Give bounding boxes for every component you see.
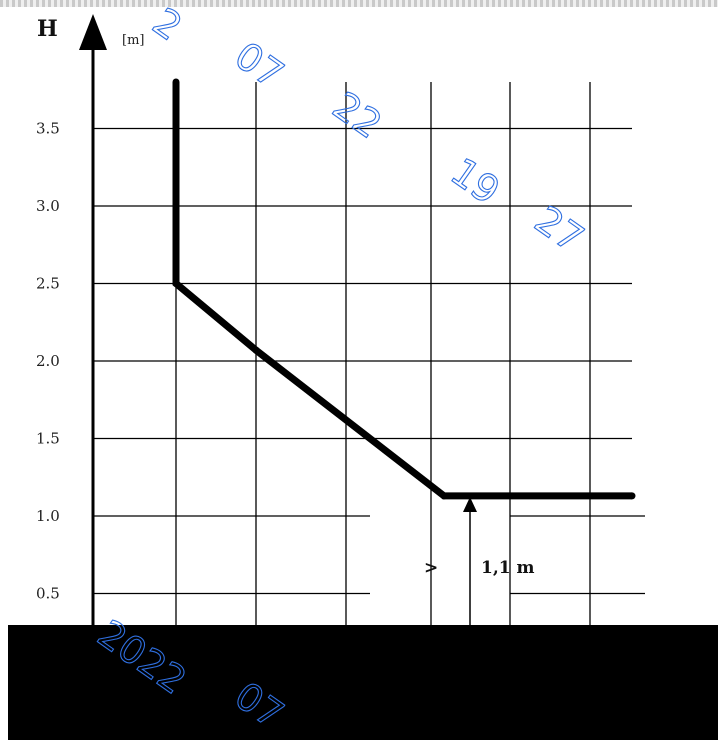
series-vertex — [252, 346, 260, 354]
scan-edge-band — [0, 0, 718, 7]
series-vertex — [172, 280, 180, 287]
redaction-block — [8, 625, 718, 740]
y-tick-label: 0.5 — [36, 585, 60, 603]
watermark-text: 07 — [227, 33, 292, 97]
watermark: 2 07 22 19 27 — [144, 0, 592, 262]
y-axis-unit: [m] — [122, 33, 144, 48]
y-tick-labels: 0.5 1.0 1.5 2.0 2.5 3.0 3.5 — [36, 120, 60, 603]
y-axis-arrow-icon — [79, 14, 107, 50]
watermark-text: 2 — [145, 0, 190, 49]
annotation-label: 1,1 m — [481, 558, 534, 578]
watermark-text: 22 — [325, 83, 390, 147]
series-line — [172, 82, 632, 500]
series-vertex — [172, 78, 180, 86]
grid — [93, 82, 645, 625]
y-tick-label: 2.0 — [36, 352, 60, 370]
clearance-annotation: > 1,1 m — [424, 497, 534, 625]
series-vertices — [172, 78, 636, 500]
y-tick-label: 2.5 — [36, 275, 60, 293]
watermark-text: 19 — [443, 149, 508, 213]
y-tick-label: 3.0 — [36, 197, 60, 215]
axes — [79, 14, 107, 625]
series-vertex — [440, 492, 448, 500]
y-tick-label: 1.5 — [36, 430, 60, 448]
y-axis-label: H — [37, 16, 58, 42]
y-tick-label: 1.0 — [36, 507, 60, 525]
y-tick-label: 3.5 — [36, 120, 60, 138]
series-vertex — [628, 492, 636, 500]
watermark-text: 27 — [527, 197, 592, 261]
annotation-arrow-icon — [463, 497, 477, 512]
annotation-symbol: > — [424, 558, 438, 578]
